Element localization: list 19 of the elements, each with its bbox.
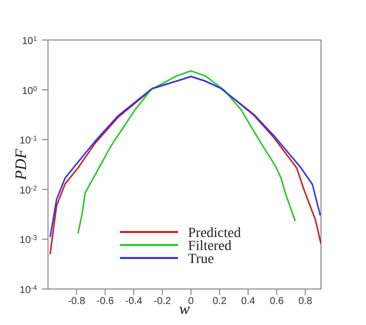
x-tick-label: 0.6	[270, 296, 284, 308]
x-tick-label: 0	[188, 296, 194, 308]
legend-label: Predicted	[188, 226, 241, 241]
y-tick-label: 10$^{1}$	[22, 36, 38, 47]
y-tick-label: 10$^{-1}$	[20, 135, 38, 147]
y-tick-label: 10$^{-2}$	[20, 184, 38, 196]
x-tick-label: -0.4	[125, 296, 143, 308]
y-tick-label: 10$^{-4}$	[20, 284, 38, 296]
legend-label: Filtered	[188, 239, 232, 254]
x-tick-label: 0.8	[298, 296, 313, 308]
legend-label: True	[188, 252, 214, 267]
y-tick-label: 10$^{-3}$	[20, 234, 38, 246]
x-tick-label: 0.2	[212, 296, 227, 308]
x-tick-label: -0.8	[68, 296, 86, 308]
x-tick-label: -0.6	[96, 296, 114, 308]
x-tick-label: -0.2	[154, 296, 172, 308]
x-tick-label: 0.4	[241, 296, 256, 308]
y-axis-title: PDF	[12, 148, 30, 182]
y-tick-label: 10$^{0}$	[22, 85, 38, 97]
